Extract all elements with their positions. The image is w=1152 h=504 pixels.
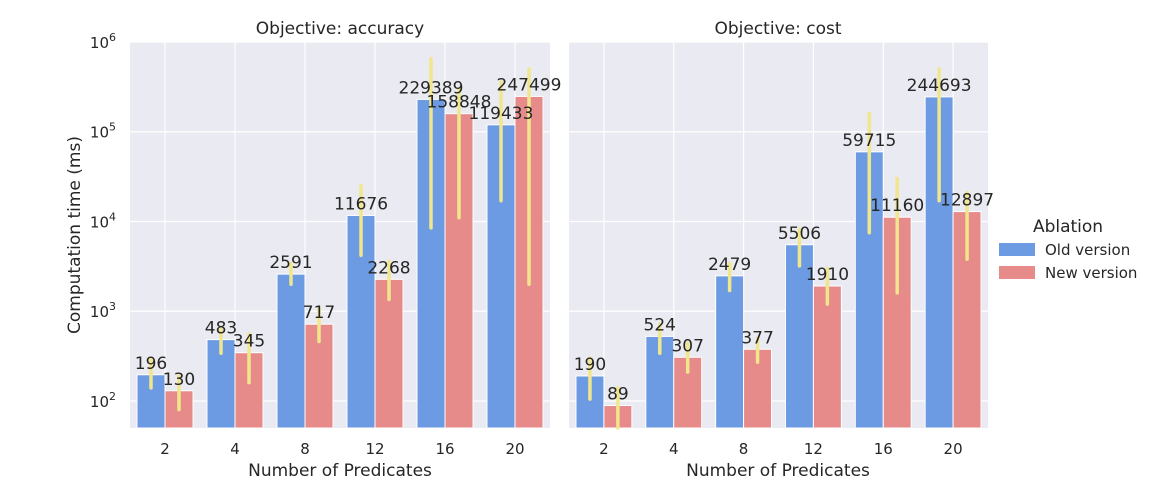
- legend-swatch-new: [999, 266, 1035, 279]
- x-tick-label: 4: [230, 440, 240, 458]
- x-tick-label: 16: [435, 440, 454, 458]
- bar-old: [784, 244, 814, 429]
- legend: Ablation Old version New version: [999, 217, 1137, 282]
- bar-old: [276, 273, 306, 429]
- y-tick-label: 104: [90, 210, 116, 231]
- bar-value-label: 483: [205, 319, 237, 339]
- bar-value-label: 524: [644, 315, 676, 335]
- x-axis-title-cost: Number of Predicates: [686, 461, 870, 481]
- bar-value-label: 345: [233, 332, 265, 352]
- bar-value-label: 119433: [469, 104, 534, 124]
- y-tick-label: 102: [90, 390, 116, 411]
- legend-title: Ablation: [1033, 217, 1103, 237]
- bar-value-label: 158848: [427, 93, 492, 113]
- bar-value-label: 1910: [806, 265, 849, 285]
- y-axis-title: Computation time (ms): [65, 136, 85, 334]
- x-tick-label: 12: [365, 440, 384, 458]
- bar-value-label: 190: [574, 355, 606, 375]
- bar-value-label: 11676: [334, 194, 388, 214]
- x-axis-title-accuracy: Number of Predicates: [248, 461, 432, 481]
- bar-value-label: 377: [741, 328, 773, 348]
- bar-value-label: 12897: [940, 191, 994, 211]
- y-tick-label: 105: [90, 121, 116, 142]
- panel-title-accuracy: Objective: accuracy: [256, 19, 424, 39]
- bar-value-label: 244693: [907, 76, 972, 96]
- x-tick-label: 12: [804, 440, 823, 458]
- legend-label-old: Old version: [1045, 241, 1130, 259]
- bar-value-label: 89: [607, 385, 629, 405]
- bar-value-label: 196: [135, 354, 167, 374]
- bar-value-label: 11160: [870, 196, 924, 216]
- x-tick-label: 4: [669, 440, 679, 458]
- panel-title-cost: Objective: cost: [714, 19, 841, 39]
- bar-new: [374, 278, 404, 429]
- bar-new: [812, 285, 842, 429]
- y-tick-label: 106: [90, 31, 116, 52]
- bar-value-label: 229389: [399, 78, 464, 98]
- y-axis-ticks: 102 103 104 105 106: [90, 31, 116, 411]
- x-tick-label: 8: [739, 440, 749, 458]
- bar-value-label: 130: [163, 370, 195, 390]
- x-tick-label: 2: [599, 440, 609, 458]
- x-tick-label: 20: [505, 440, 524, 458]
- bar-value-label: 307: [671, 336, 703, 356]
- legend-swatch-old: [999, 243, 1035, 256]
- legend-label-new: New version: [1045, 264, 1137, 282]
- x-tick-label: 2: [160, 440, 170, 458]
- x-tick-label: 8: [300, 440, 310, 458]
- plot-area-cost: [569, 42, 988, 428]
- bar-value-label: 2591: [269, 253, 312, 273]
- plot-area-accuracy: [130, 42, 550, 428]
- panel-cost: 190 524 2479 5506 59715 244693 89 307 377 1910 111…: [569, 19, 994, 481]
- bar-value-label: 2479: [708, 255, 751, 275]
- bar-value-label: 2268: [367, 258, 410, 278]
- bar-value-label: 5506: [778, 224, 821, 244]
- bar-old: [715, 275, 745, 429]
- y-tick-label: 103: [90, 300, 116, 321]
- bar-value-label: 59715: [842, 131, 896, 151]
- x-tick-label: 16: [874, 440, 893, 458]
- bar-value-label: 247499: [497, 75, 562, 95]
- x-tick-label: 20: [944, 440, 963, 458]
- bar-value-label: 717: [303, 303, 335, 323]
